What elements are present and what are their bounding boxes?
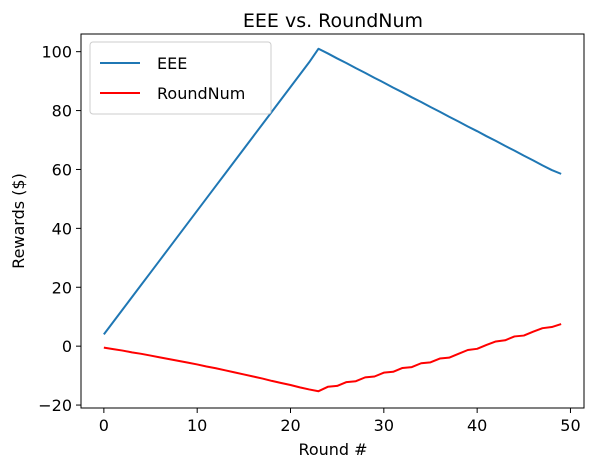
y-tick-label: 100	[41, 43, 72, 62]
legend: EEE RoundNum	[89, 41, 272, 115]
x-tick-label: 30	[374, 416, 394, 435]
legend-label-roundnum: RoundNum	[157, 84, 245, 103]
y-tick-label: 20	[52, 278, 72, 297]
y-tick-label: 80	[52, 102, 72, 121]
plot-lines	[103, 47, 562, 393]
y-tick-label: 60	[52, 160, 72, 179]
x-tick-label: 0	[99, 416, 109, 435]
x-axis-label: Round #	[298, 440, 367, 459]
y-tick-label: −20	[38, 396, 72, 415]
legend-box	[89, 41, 272, 115]
chart-title: EEE vs. RoundNum	[243, 10, 423, 32]
x-axis: 0 10 20 30 40 50	[99, 408, 581, 435]
series-line-eee	[103, 47, 562, 335]
plot-frame	[80, 33, 585, 409]
x-tick-label: 10	[187, 416, 207, 435]
x-tick-label: 40	[467, 416, 487, 435]
x-tick-label: 50	[560, 416, 580, 435]
x-tick-label: 20	[280, 416, 300, 435]
y-tick-label: 40	[52, 219, 72, 238]
series-line-roundnum	[103, 323, 562, 393]
legend-label-eee: EEE	[157, 54, 187, 73]
y-tick-label: 0	[62, 337, 72, 356]
y-axis: −20 0 20 40 60 80 100	[38, 43, 81, 415]
y-axis-label: Rewards ($)	[9, 173, 28, 269]
